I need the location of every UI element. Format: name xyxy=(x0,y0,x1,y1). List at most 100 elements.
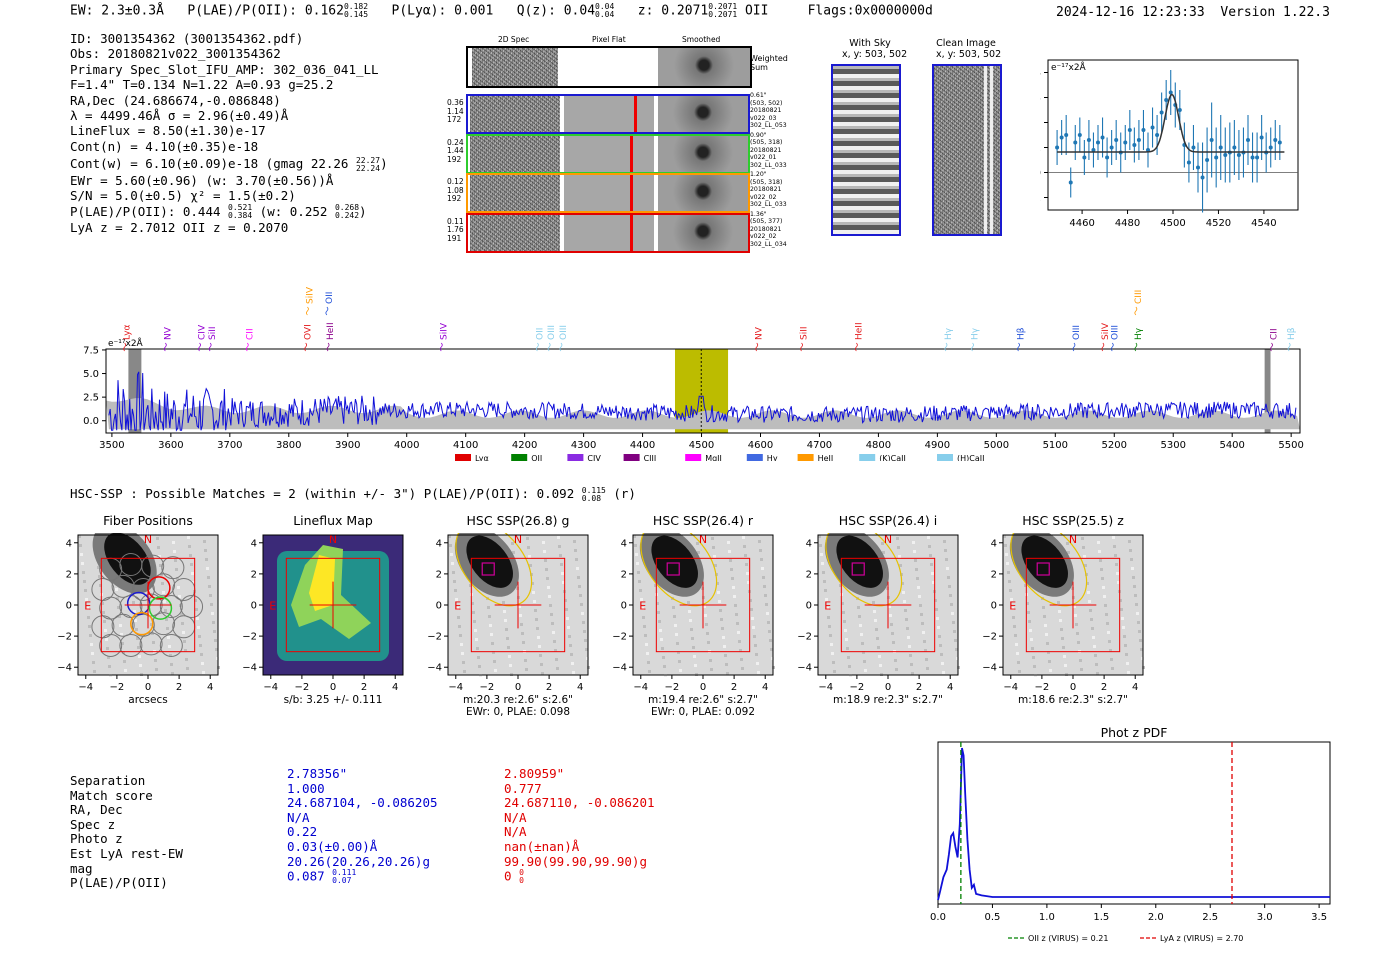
noise-pixel xyxy=(839,584,842,587)
y-tick-label: 0 xyxy=(806,601,812,612)
emission-line-label: NV xyxy=(163,326,173,340)
plae-label: P(LAE)/P(OII): xyxy=(187,3,297,19)
noise-pixel xyxy=(841,602,844,605)
data-point xyxy=(1141,128,1146,132)
noise-pixel xyxy=(99,584,102,587)
noise-pixel xyxy=(907,636,910,639)
noise-pixel xyxy=(555,658,558,661)
noise-pixel xyxy=(573,540,576,543)
noise-pixel xyxy=(577,576,580,579)
north-label: N xyxy=(514,533,522,546)
fiber-circle xyxy=(152,573,176,597)
noise-pixel xyxy=(168,645,171,648)
noise-pixel xyxy=(453,580,456,583)
noise-pixel xyxy=(461,652,464,655)
noise-pixel xyxy=(83,580,86,583)
x-tick-label: −2 xyxy=(850,682,865,693)
x-tick-label: 3700 xyxy=(217,440,242,451)
match-label: Match score xyxy=(70,787,153,803)
data-point xyxy=(1177,108,1182,112)
noise-pixel xyxy=(717,591,720,594)
cutout-caption: m:18.6 re:2.3" s:2.7" xyxy=(983,694,1163,706)
line-brace xyxy=(971,342,974,352)
noise-pixel xyxy=(1073,605,1076,608)
plae2-hi: 0.521 xyxy=(228,203,253,213)
plae-value: 0.162 xyxy=(304,3,344,19)
fiber-meta-value: 1.36" xyxy=(750,210,767,218)
noise-pixel xyxy=(190,563,193,566)
y-tick-label: 2.5 xyxy=(83,393,99,404)
data-point xyxy=(1246,138,1250,142)
noise-pixel xyxy=(1062,646,1065,649)
noise-pixel xyxy=(828,625,831,628)
noise-pixel xyxy=(450,553,453,556)
line-brace xyxy=(1134,306,1138,316)
noise-pixel xyxy=(525,668,528,671)
noise-pixel xyxy=(454,589,457,592)
noise-pixel xyxy=(1108,640,1111,643)
contw: Cont(w) = 6.10(±0.09)e-18 (gmag 22.26 xyxy=(70,156,349,172)
x-tick-label: 0.0 xyxy=(930,912,946,923)
noise-pixel xyxy=(904,609,907,612)
legend-label: OII z (VIRUS) = 0.21 xyxy=(1028,934,1108,943)
hsc-summary: HSC-SSP : Possible Matches = 2 (within +… xyxy=(70,486,636,503)
y-tick-label: 2 xyxy=(436,569,442,580)
cutout-panel: N E −4 −4 −2 −2 0 0 2 2 4 4 xyxy=(797,533,960,693)
x-tick-label: 4520 xyxy=(1206,218,1231,229)
data-point xyxy=(1236,153,1241,157)
match-red-column: 2.80959" 0.777 24.687110, -0.086201 N/A … xyxy=(504,766,655,885)
noise-pixel xyxy=(1112,536,1115,539)
info-line: ID: 3001354362 (3001354362.pdf) xyxy=(70,31,304,46)
noise-pixel xyxy=(890,623,893,626)
noise-pixel xyxy=(928,545,931,548)
noise-pixel xyxy=(473,620,476,623)
noise-pixel xyxy=(936,617,939,620)
x-tick-label: 0 xyxy=(515,682,521,693)
fiber-meta-value: v022_02 xyxy=(750,233,777,241)
masked-band xyxy=(1264,349,1271,433)
noise-pixel xyxy=(186,667,189,670)
noise-pixel xyxy=(1102,586,1105,589)
noise-pixel xyxy=(713,555,716,558)
x-tick-label: 2 xyxy=(1101,682,1107,693)
chart-title: Phot z PDF xyxy=(1101,725,1168,740)
noise-pixel xyxy=(508,655,511,658)
y-tick-label: 2 xyxy=(251,569,257,580)
noise-pixel xyxy=(950,603,953,606)
noise-pixel xyxy=(899,564,902,567)
y-tick-label: -1 xyxy=(1040,193,1041,204)
fiber-meta-value: 302_LL_033 xyxy=(750,161,787,169)
emission-line-label: Hγ xyxy=(1134,327,1144,340)
line-brace xyxy=(559,342,563,352)
noise-pixel xyxy=(161,582,164,585)
y-tick-label: 2 xyxy=(66,569,72,580)
fiber-weight-value: 1.14 xyxy=(447,106,464,116)
noise-pixel xyxy=(554,649,557,652)
noise-pixel xyxy=(766,612,769,615)
x-tick-label: 4540 xyxy=(1251,218,1276,229)
datetime: 2024-12-16 12:23:33 xyxy=(1056,5,1205,20)
x-tick-label: 3.5 xyxy=(1311,912,1327,923)
noise-pixel xyxy=(463,670,466,673)
noise-pixel xyxy=(469,584,472,587)
noise-pixel xyxy=(568,635,571,638)
fiber-meta-value: 0.90" xyxy=(750,131,767,139)
x-tick-label: 2 xyxy=(361,682,367,693)
fiber-meta-value: 20180821 xyxy=(750,146,782,154)
noise-pixel xyxy=(873,610,876,613)
noise-pixel xyxy=(825,598,828,601)
noise-pixel xyxy=(521,632,524,635)
noise-pixel xyxy=(580,603,583,606)
search-box xyxy=(840,557,936,653)
caption-line: s/b: 3.25 +/- 0.111 xyxy=(283,694,383,706)
galaxy-core xyxy=(651,535,698,588)
noise-pixel xyxy=(1089,609,1092,612)
data-point xyxy=(1218,145,1223,150)
emission-line-label: OIII xyxy=(1072,325,1082,340)
noise-pixel xyxy=(103,620,106,623)
line-brace xyxy=(1134,342,1138,352)
fiber-circle xyxy=(131,577,155,601)
emission-line-label: OII xyxy=(535,328,545,340)
search-box xyxy=(655,557,751,653)
noise-pixel xyxy=(660,638,663,641)
